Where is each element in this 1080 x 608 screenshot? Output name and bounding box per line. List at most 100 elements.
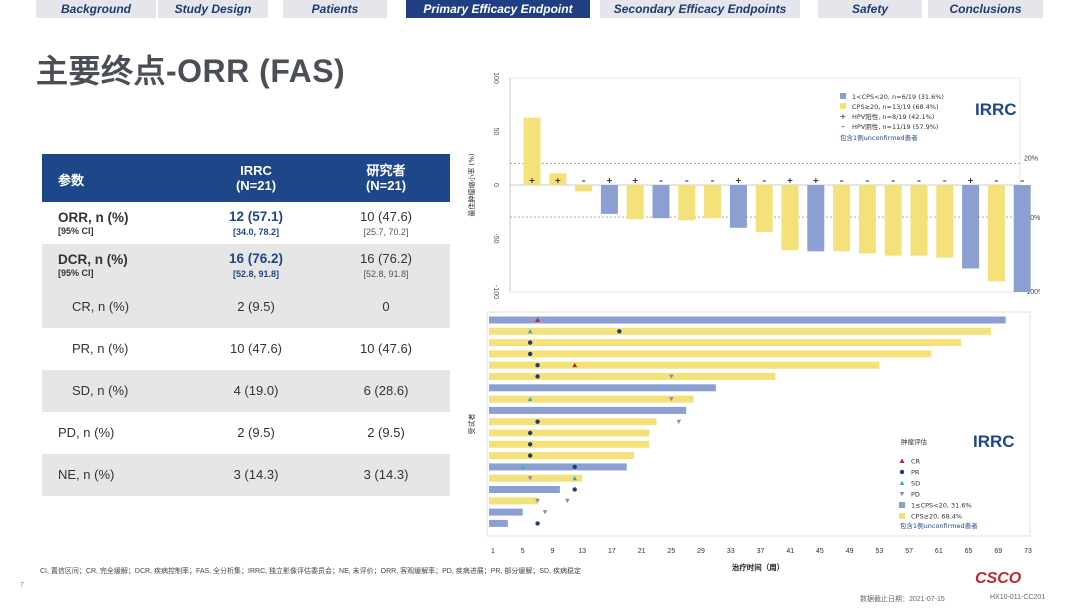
swimmer-x-tick: 37 bbox=[757, 548, 765, 555]
footnote: CI, 置信区间；CR, 完全缓解；DCR, 疾病控制率；FAS, 全分析集；I… bbox=[40, 568, 581, 575]
table-row-cr: CR, n (%) 2 (9.5) 0 bbox=[42, 286, 450, 328]
sd-marker bbox=[572, 475, 578, 481]
legend-label: CPS≥20, n=13/19 (68.4%) bbox=[852, 103, 939, 111]
header-irrc-line2: (N=21) bbox=[235, 178, 277, 193]
irrc-value: 3 (14.3) bbox=[233, 467, 279, 482]
irrc-badge: IRRC bbox=[975, 100, 1017, 119]
waterfall-y-label: 最佳肿瘤缩小率 (%) bbox=[467, 153, 476, 217]
hpv-marker: – bbox=[994, 176, 998, 185]
irrc-ci: [52.8, 91.8] bbox=[232, 269, 280, 279]
waterfall-bar bbox=[807, 185, 825, 252]
swimmer-bar bbox=[489, 486, 560, 493]
pd-marker bbox=[527, 476, 533, 481]
swimmer-x-tick: 65 bbox=[965, 548, 973, 555]
inv-value: 3 (14.3) bbox=[363, 467, 409, 482]
swimmer-bar bbox=[489, 361, 880, 369]
row-label: PR, n (%) bbox=[72, 341, 129, 356]
csco-logo: CSCO bbox=[975, 570, 1022, 587]
legend-pd-symbol bbox=[899, 492, 905, 497]
waterfall-bar bbox=[704, 185, 722, 219]
waterfall-bar bbox=[626, 185, 644, 220]
swimmer-x-tick: 13 bbox=[578, 548, 586, 555]
top-nav: Background Study Design Patients Primary Ef… bbox=[0, 0, 1080, 19]
legend-label: HPV阴性, n=11/19 (57.9%) bbox=[852, 122, 938, 131]
hpv-marker: + bbox=[735, 176, 742, 185]
waterfall-y-tick: -50 bbox=[492, 233, 499, 243]
nav-tab-background[interactable]: Background bbox=[36, 0, 156, 18]
sd-marker bbox=[527, 329, 533, 334]
irrc-value: 12 (57.1) bbox=[228, 209, 284, 224]
swimmer-x-tick: 17 bbox=[608, 548, 616, 555]
row-label: NE, n (%) bbox=[58, 467, 115, 482]
swimmer-x-tick: 25 bbox=[667, 548, 675, 555]
waterfall-bar bbox=[575, 185, 593, 192]
pr-marker bbox=[572, 464, 577, 470]
hpv-marker: – bbox=[917, 176, 921, 185]
swimmer-legend-title: 肿瘤评估 bbox=[901, 437, 928, 446]
page-number: 7 bbox=[20, 582, 24, 589]
row-sublabel: [95% CI] bbox=[58, 226, 94, 236]
waterfall-y-tick: -100 bbox=[492, 285, 499, 299]
waterfall-bar bbox=[936, 185, 954, 258]
legend-sd-symbol bbox=[899, 480, 905, 485]
table-row-ne: NE, n (%) 3 (14.3) 3 (14.3) bbox=[42, 454, 450, 496]
sd-marker bbox=[527, 396, 533, 402]
row-label: SD, n (%) bbox=[72, 383, 129, 398]
header-param: 参数 bbox=[58, 173, 85, 188]
irrc-value: 2 (9.5) bbox=[237, 425, 275, 440]
hpv-marker: – bbox=[891, 176, 895, 185]
hpv-marker: – bbox=[1020, 176, 1024, 185]
swimmer-bar bbox=[489, 418, 657, 426]
pr-marker bbox=[535, 363, 540, 368]
swimmer-x-label: 治疗时间（周） bbox=[732, 562, 785, 572]
nav-tab-safety[interactable]: Safety bbox=[818, 0, 922, 18]
hpv-marker: + bbox=[606, 176, 613, 185]
waterfall-y-tick: 100 bbox=[492, 72, 499, 84]
swimmer-bar bbox=[489, 327, 991, 335]
sd-marker bbox=[520, 464, 526, 469]
study-code: HX10-011-CC201 bbox=[990, 594, 1046, 601]
legend-symbol: – bbox=[841, 122, 845, 131]
nav-tab-patients[interactable]: Patients bbox=[283, 0, 387, 18]
legend-label: CPS≥20, 68.4% bbox=[911, 513, 962, 521]
nav-tab-primary-efficacy-endpoint[interactable]: Primary Efficacy Endpoint bbox=[406, 0, 590, 18]
pd-marker bbox=[535, 498, 540, 504]
inv-ci: [25.7, 70.2] bbox=[363, 227, 409, 237]
pd-marker bbox=[565, 498, 570, 504]
swimmer-bar bbox=[489, 395, 694, 403]
waterfall-bar bbox=[523, 117, 541, 185]
cr-marker bbox=[535, 317, 541, 322]
waterfall-bar bbox=[781, 185, 799, 251]
pr-marker bbox=[535, 521, 540, 526]
legend-swatch bbox=[840, 93, 846, 99]
row-sublabel: [95% CI] bbox=[58, 268, 94, 278]
waterfall-bar bbox=[884, 185, 902, 256]
table-row-sd: SD, n (%) 4 (19.0) 6 (28.6) bbox=[42, 370, 450, 412]
waterfall-bar bbox=[1013, 185, 1031, 292]
swimmer-x-tick: 49 bbox=[846, 548, 854, 555]
nav-tab-study-design[interactable]: Study Design bbox=[158, 0, 268, 18]
legend-pr-symbol bbox=[899, 469, 905, 475]
header-irrc-line1: IRRC bbox=[240, 163, 272, 178]
swimmer-bar bbox=[489, 508, 523, 516]
nav-tab-secondary-efficacy-endpoints[interactable]: Secondary Efficacy Endpoints bbox=[600, 0, 800, 18]
waterfall-bar bbox=[678, 185, 696, 221]
pr-marker bbox=[527, 442, 533, 447]
nav-tab-conclusions[interactable]: Conclusions bbox=[928, 0, 1043, 18]
table-row-pd: PD, n (%) 2 (9.5) 2 (9.5) bbox=[42, 412, 450, 454]
pr-marker bbox=[527, 340, 533, 345]
header-inv-line2: (N=21) bbox=[365, 178, 407, 193]
table-row-dcr: DCR, n (%) [95% CI] 16 (76.2) [52.8, 91.… bbox=[42, 244, 450, 286]
results-table: 参数 IRRC (N=21) 研究者 (N=21) ORR, n (%) [95… bbox=[42, 154, 450, 496]
pr-marker bbox=[527, 351, 533, 357]
row-label: CR, n (%) bbox=[72, 299, 130, 314]
swimmer-x-tick: 45 bbox=[816, 548, 824, 555]
swimmer-bar bbox=[489, 339, 962, 347]
pr-marker bbox=[535, 374, 540, 379]
irrc-badge-swimmer: IRRC bbox=[973, 432, 1015, 451]
swimmer-bar bbox=[489, 350, 932, 358]
hpv-marker: – bbox=[865, 176, 869, 185]
legend-swatch bbox=[840, 103, 846, 109]
table-row-orr: ORR, n (%) [95% CI] 12 (57.1) [34.0, 78.… bbox=[42, 202, 450, 244]
pr-marker bbox=[535, 419, 540, 424]
